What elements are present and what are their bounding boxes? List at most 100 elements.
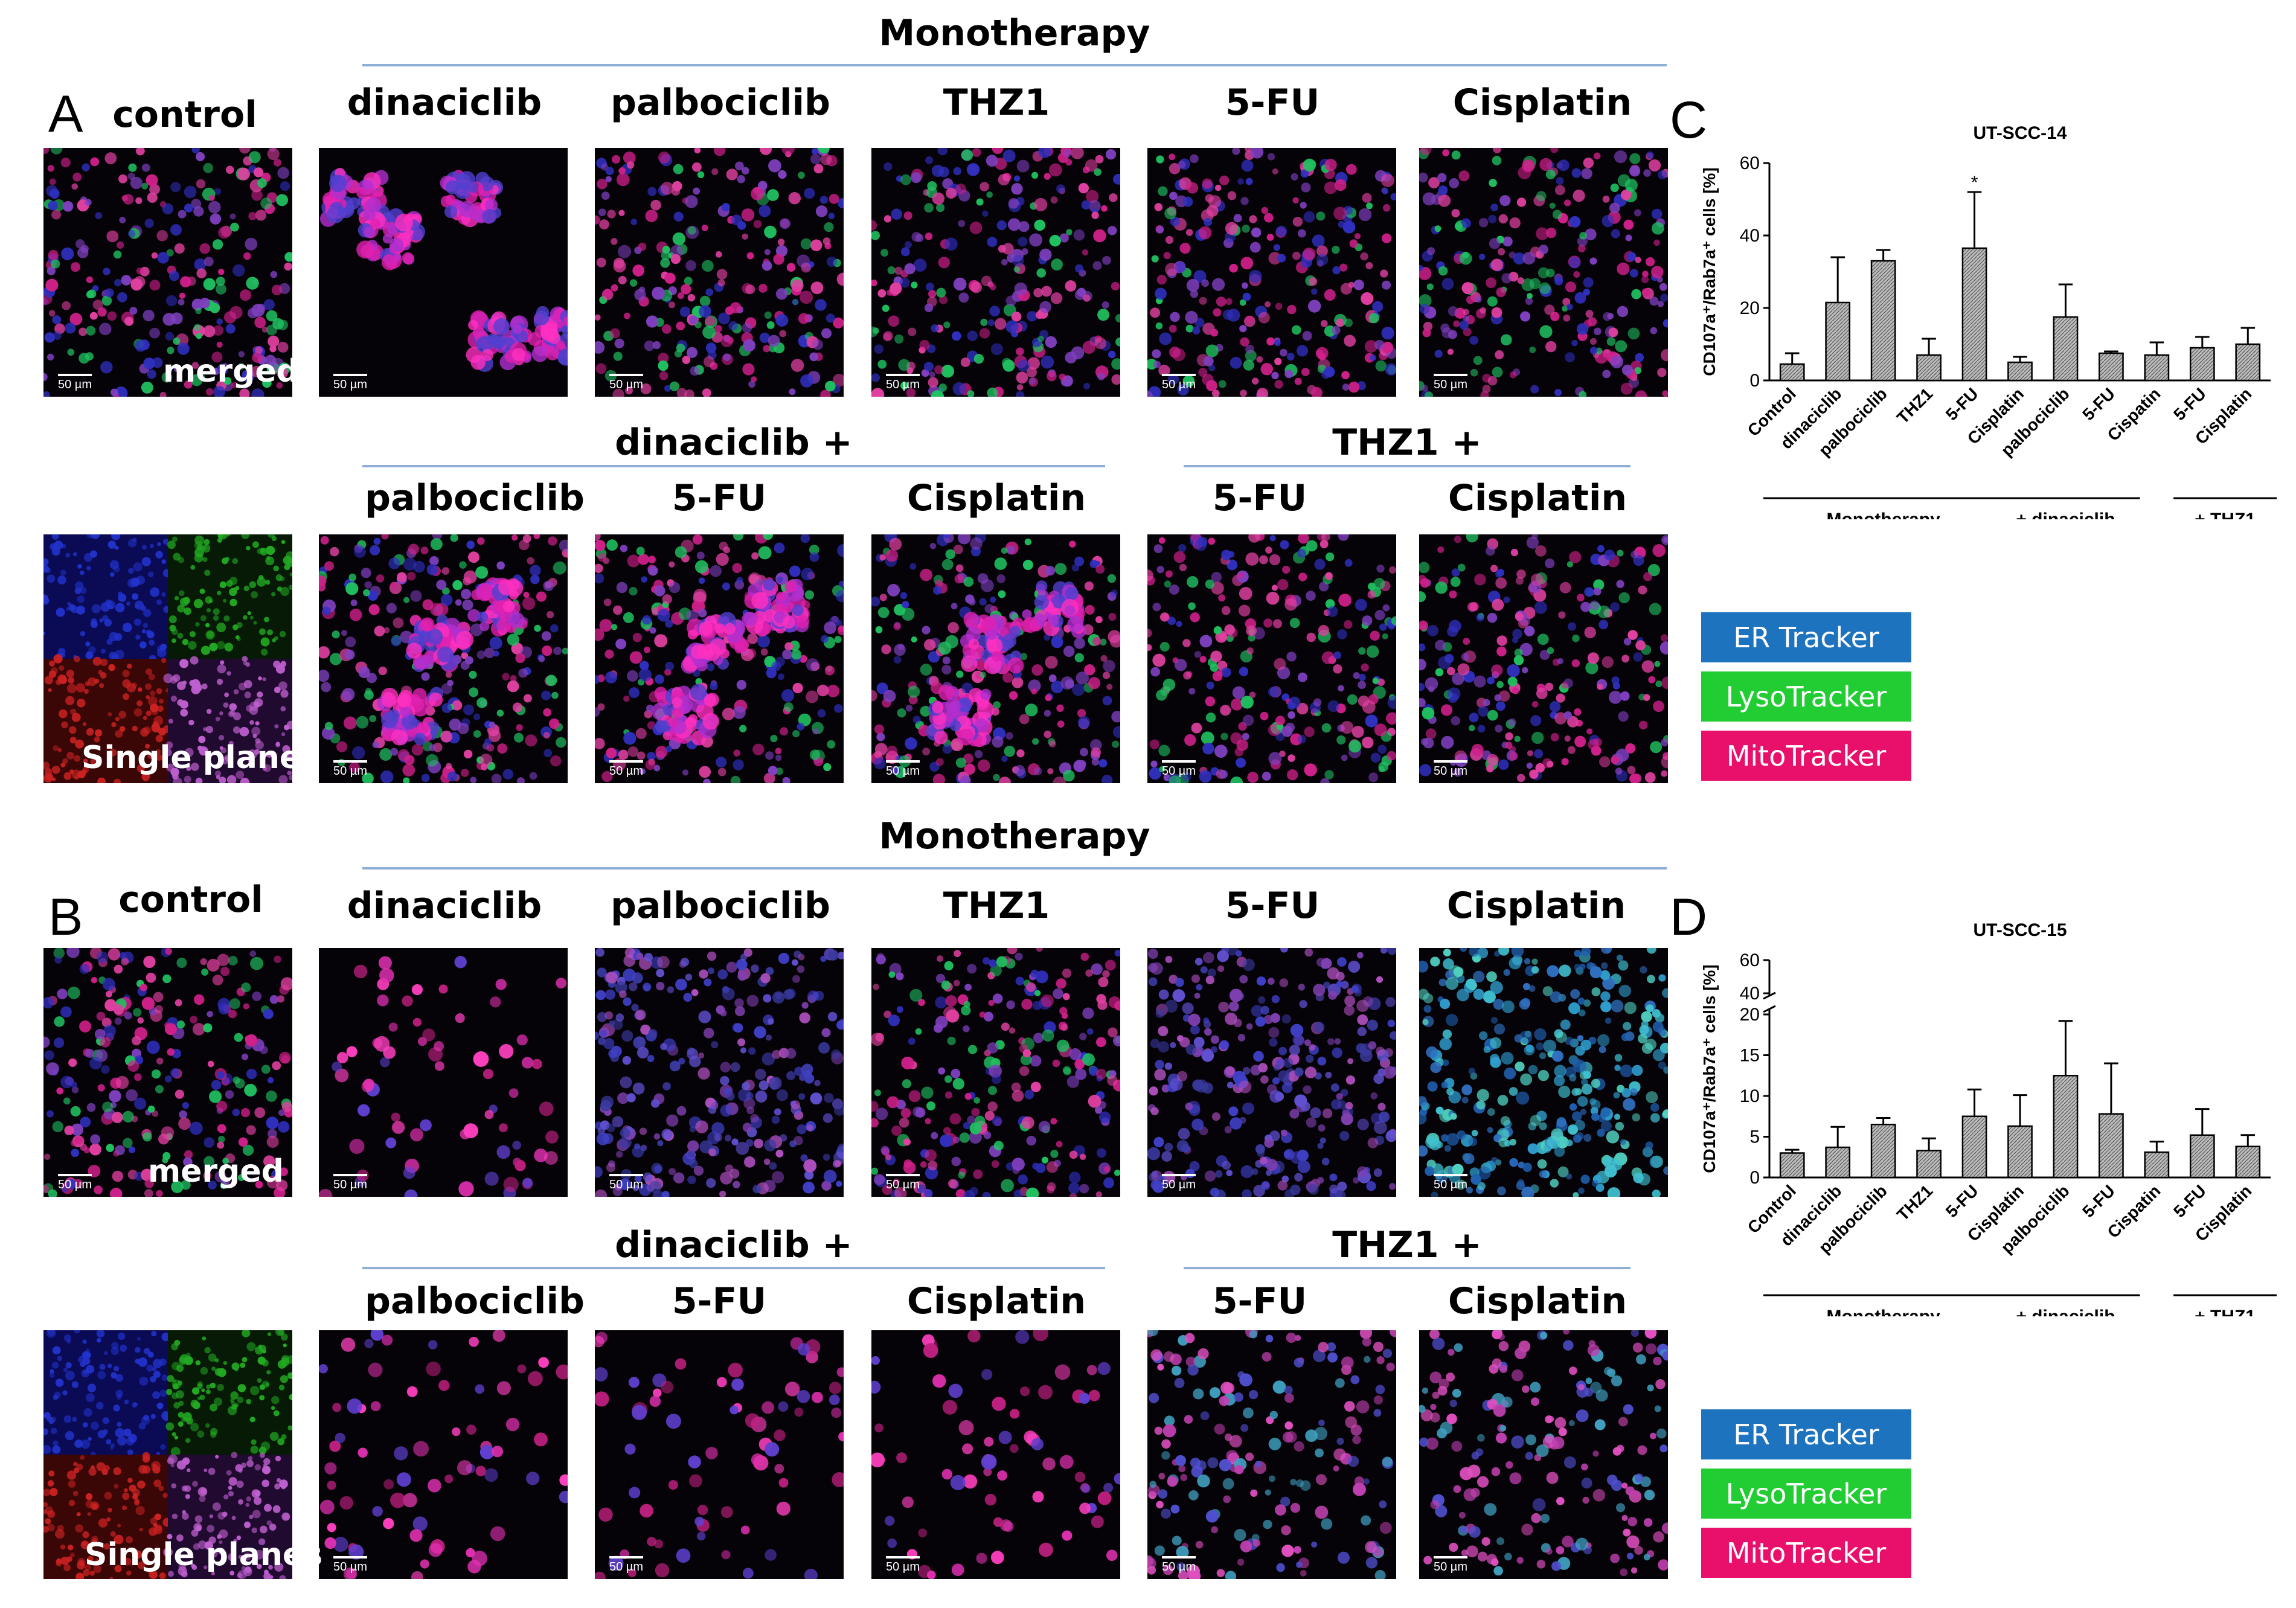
bar xyxy=(2189,1134,2215,1179)
col-label-palbociclib-b: palbociclib xyxy=(611,885,830,927)
col-label-dinaciclib-b: dinaciclib xyxy=(347,885,542,927)
y-tick-label: 20 xyxy=(1740,298,1760,318)
header-dinaciclib-plus-b: dinaciclib + xyxy=(615,1224,853,1266)
scale-bar: 50 µm xyxy=(1162,374,1196,392)
bar xyxy=(2235,1145,2261,1179)
bar xyxy=(2144,1151,2170,1179)
group-underline xyxy=(1184,1267,1631,1269)
scale-bar: 50 µm xyxy=(886,760,920,778)
col-label-5fu-thz1-a: 5-FU xyxy=(1212,477,1307,519)
single-planes-label-a: Single planes xyxy=(82,740,320,776)
y-tick-label: 60 xyxy=(1740,153,1760,173)
micrograph-a2-cisplatin: 50 µm xyxy=(1419,534,1668,783)
y-tick-label: 15 xyxy=(1740,1046,1760,1066)
scale-bar: 50 µm xyxy=(1162,760,1196,778)
col-label-cisplatin-thz1-a: Cisplatin xyxy=(1448,477,1627,519)
scale-bar: 50 µm xyxy=(609,760,643,778)
panel-label-c: C xyxy=(1670,91,1708,149)
group-underline xyxy=(362,867,1667,870)
y-axis-label: CD107a⁺/Rab7a⁺ cells [%] xyxy=(1700,167,1719,376)
group-label: Monotherapy xyxy=(1826,510,1940,519)
y-tick-label: 40 xyxy=(1740,984,1760,1004)
bar-chart-ut-scc-15: UT-SCC-15 CD107a⁺/Rab7a⁺ cells [%] 0 5 10 15 2… xyxy=(1700,920,2277,1316)
micrograph-a2-dinaciclib: 50 µm xyxy=(319,534,568,783)
micrograph-a2-control xyxy=(43,534,292,783)
bar-chart-ut-scc-14: UT-SCC-14 CD107a⁺/Rab7a⁺ cells [%] 0 20 40 60… xyxy=(1700,123,2277,519)
legend-er-tracker-b: ER Tracker xyxy=(1701,1409,1911,1459)
scale-bar: 50 µm xyxy=(333,374,367,392)
col-label-thz1-b: THZ1 xyxy=(943,885,1050,927)
group-underline xyxy=(362,64,1667,66)
bar xyxy=(2235,343,2261,382)
micrograph-a1-thz1: 50 µm xyxy=(871,148,1120,397)
micrograph-b2-control xyxy=(43,1330,292,1579)
scale-bar: 50 µm xyxy=(609,1556,643,1574)
group-label: + THZ1 xyxy=(2195,1307,2256,1316)
y-tick-label: 0 xyxy=(1749,1168,1760,1188)
col-label-dinaciclib-a: dinaciclib xyxy=(347,82,542,124)
micrograph-b1-thz1: 50 µm xyxy=(871,948,1120,1197)
micrograph-a1-cisplatin: 50 µm xyxy=(1419,148,1668,397)
y-tick-label: 60 xyxy=(1740,950,1760,970)
group-label: + dinaciclib xyxy=(2016,510,2115,519)
micrograph-a1-5fu: 50 µm xyxy=(1147,148,1396,397)
y-tick-label: 0 xyxy=(1749,371,1760,391)
scale-bar: 50 µm xyxy=(1162,1174,1196,1192)
scale-bar: 50 µm xyxy=(1162,1556,1196,1574)
scale-bar: 50 µm xyxy=(58,374,92,392)
panel-label-d: D xyxy=(1670,888,1708,946)
scale-bar: 50 µm xyxy=(1434,1174,1467,1192)
group-underline xyxy=(362,1267,1105,1269)
significance-marker: * xyxy=(1971,173,1978,193)
legend-mitotracker-a: MitoTracker xyxy=(1701,731,1911,781)
micrograph-b1-control: 50 µm xyxy=(43,948,292,1197)
col-label-5fu-combo-b: 5-FU xyxy=(672,1280,767,1322)
x-tick-label: THZ1 xyxy=(1893,1181,1936,1224)
bar xyxy=(2053,1075,2079,1179)
group-underline xyxy=(362,465,1105,467)
col-label-cisplatin-combo-b: Cisplatin xyxy=(906,1280,1086,1322)
scale-bar: 50 µm xyxy=(1434,760,1467,778)
col-label-thz1-a: THZ1 xyxy=(943,82,1050,124)
panel-label-b: B xyxy=(48,888,83,946)
bar xyxy=(1916,354,1942,382)
header-monotherapy-b: Monotherapy xyxy=(879,815,1150,857)
x-tick-label: 5-FU xyxy=(2079,384,2118,424)
bar xyxy=(1779,363,1805,382)
y-tick-label: 5 xyxy=(1749,1127,1760,1147)
scale-bar: 50 µm xyxy=(333,1174,367,1192)
micrograph-b1-palbociclib: 50 µm xyxy=(595,948,844,1197)
scale-bar: 50 µm xyxy=(333,1556,367,1574)
bar xyxy=(1916,1150,1942,1179)
bar xyxy=(1961,1115,1987,1179)
micrograph-b2-thz1: 50 µm xyxy=(871,1330,1120,1579)
micrograph-b2-cisplatin: 50 µm xyxy=(1419,1330,1668,1579)
x-tick-label: THZ1 xyxy=(1893,384,1936,427)
bar xyxy=(2007,1125,2033,1179)
col-label-palbociclib-combo-a: palbociclib xyxy=(365,477,585,519)
micrograph-a2-thz1: 50 µm xyxy=(871,534,1120,783)
bar xyxy=(2099,352,2124,382)
y-axis-label: CD107a⁺/Rab7a⁺ cells [%] xyxy=(1700,964,1719,1173)
legend-mitotracker-b: MitoTracker xyxy=(1701,1528,1911,1578)
bar xyxy=(1870,260,1896,382)
legend-lysotracker-a: LysoTracker xyxy=(1701,671,1911,722)
col-label-cisplatin-combo-a: Cisplatin xyxy=(906,477,1086,519)
scale-bar: 50 µm xyxy=(886,374,920,392)
legend-er-tracker-a: ER Tracker xyxy=(1701,612,1911,662)
micrograph-b1-cisplatin: 50 µm xyxy=(1419,948,1668,1197)
header-thz1-plus-b: THZ1 + xyxy=(1332,1224,1482,1266)
group-underline xyxy=(1184,465,1631,467)
bar xyxy=(1870,1124,1896,1179)
bar xyxy=(1961,247,1987,382)
scale-bar: 50 µm xyxy=(1434,1556,1467,1574)
y-tick-label: 10 xyxy=(1740,1086,1760,1106)
bar xyxy=(2053,316,2079,382)
group-label: + dinaciclib xyxy=(2016,1307,2115,1316)
bar xyxy=(2144,354,2170,382)
bar xyxy=(2099,1113,2124,1179)
micrograph-a1-dinaciclib: 50 µm xyxy=(319,148,568,397)
scale-bar: 50 µm xyxy=(609,374,643,392)
chart-title: UT-SCC-15 xyxy=(1973,920,2067,940)
bar xyxy=(1825,301,1851,382)
